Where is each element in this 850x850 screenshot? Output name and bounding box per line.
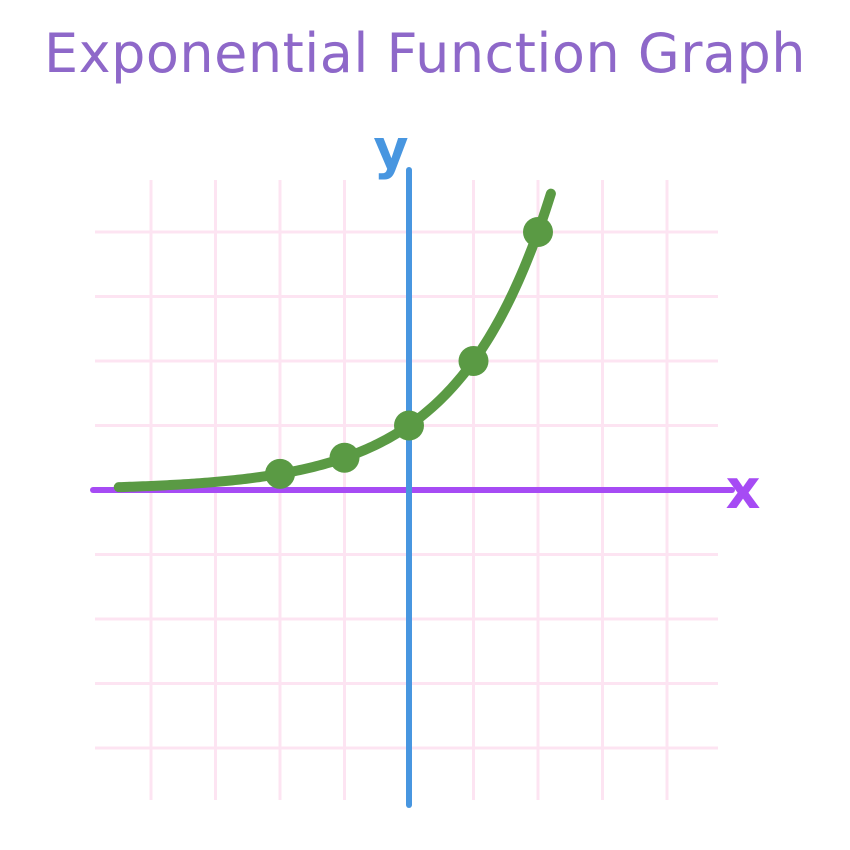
y-axis-label: y [373, 118, 408, 181]
data-point [265, 458, 295, 489]
data-point [394, 410, 424, 441]
data-point [523, 217, 553, 247]
labels-layer: xy [373, 118, 760, 521]
data-point [458, 346, 489, 376]
data-point [329, 442, 360, 473]
points-layer [265, 217, 553, 489]
x-axis-label: x [726, 458, 761, 521]
exponential-curve [113, 188, 556, 493]
chart-title: Exponential Function Graph [44, 22, 806, 85]
axes [90, 167, 735, 808]
curve-layer [113, 188, 556, 493]
